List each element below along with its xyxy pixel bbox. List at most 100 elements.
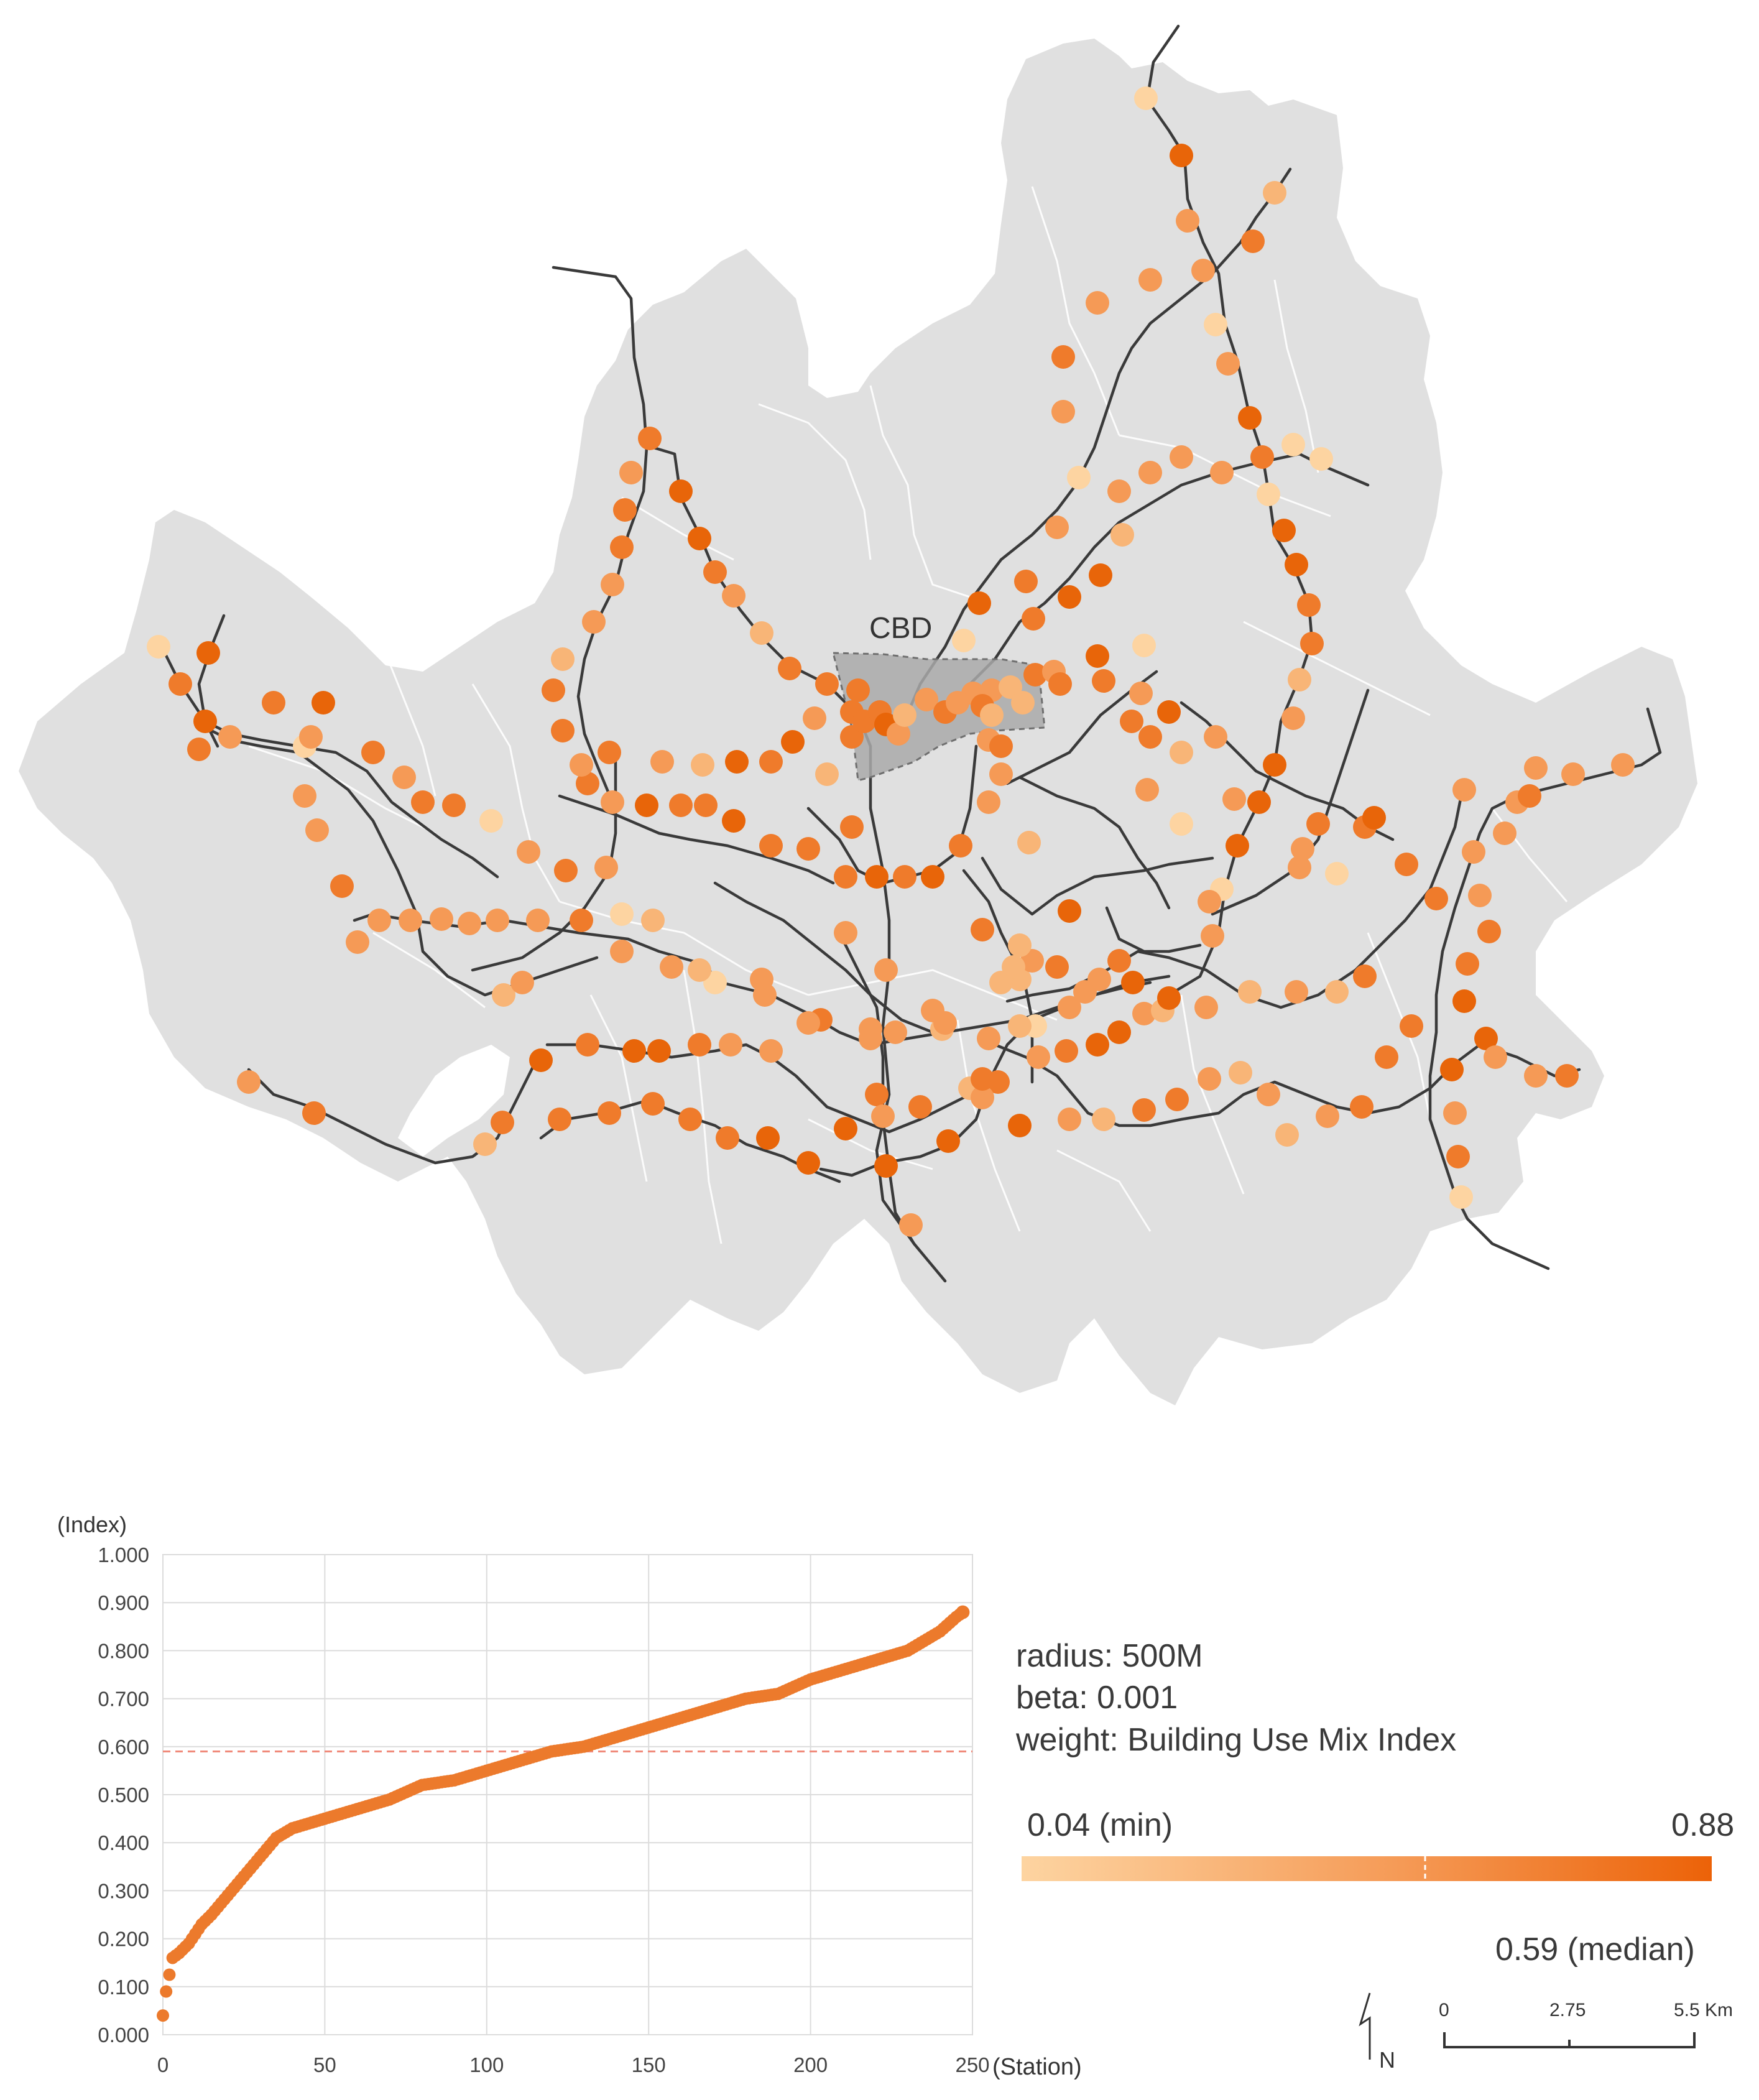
station-marker bbox=[688, 1033, 711, 1057]
north-arrow bbox=[1359, 1992, 1371, 2060]
station-marker bbox=[1484, 1045, 1507, 1069]
cbd-label: CBD bbox=[869, 612, 932, 645]
station-marker bbox=[865, 1083, 889, 1106]
station-marker bbox=[1073, 980, 1097, 1004]
station-marker bbox=[305, 818, 329, 842]
station-marker bbox=[1456, 952, 1479, 976]
station-marker bbox=[834, 921, 857, 945]
scale-bar bbox=[1443, 2032, 1696, 2048]
station-marker bbox=[1138, 461, 1162, 484]
scale-unit: Km bbox=[1705, 2000, 1733, 2020]
station-marker bbox=[193, 710, 217, 733]
station-marker bbox=[846, 678, 870, 702]
station-marker bbox=[977, 790, 1000, 814]
station-marker bbox=[551, 719, 575, 742]
station-marker bbox=[1257, 483, 1280, 506]
station-marker bbox=[1440, 1058, 1464, 1081]
station-marker bbox=[884, 1020, 907, 1044]
station-marker bbox=[691, 753, 714, 777]
station-marker bbox=[840, 815, 864, 839]
station-marker bbox=[1058, 996, 1081, 1019]
station-marker bbox=[949, 834, 972, 858]
station-marker bbox=[1263, 181, 1286, 205]
station-marker bbox=[1297, 593, 1321, 617]
scale-tick-max: 5.5 bbox=[1674, 2000, 1700, 2020]
chart-data-point bbox=[163, 1968, 176, 1981]
station-marker bbox=[570, 753, 593, 777]
station-marker bbox=[510, 971, 534, 994]
station-marker bbox=[915, 688, 938, 711]
station-marker bbox=[1375, 1045, 1398, 1069]
station-marker bbox=[529, 1048, 553, 1072]
chart-data-point bbox=[160, 1985, 173, 1998]
station-marker bbox=[1023, 663, 1047, 687]
station-marker bbox=[1058, 1108, 1081, 1131]
station-marker bbox=[1011, 691, 1035, 715]
station-marker bbox=[1241, 229, 1265, 253]
station-marker bbox=[756, 1126, 780, 1150]
scale-tick-mid: 2.75 bbox=[1549, 2000, 1586, 2020]
station-marker bbox=[871, 1104, 895, 1128]
station-marker bbox=[610, 902, 634, 926]
station-marker bbox=[759, 834, 783, 858]
station-marker bbox=[971, 918, 994, 941]
station-marker bbox=[759, 750, 783, 774]
station-marker bbox=[1229, 1061, 1252, 1085]
color-ramp-bar bbox=[1022, 1856, 1712, 1881]
station-marker bbox=[601, 790, 624, 814]
station-marker bbox=[688, 958, 711, 982]
station-marker bbox=[933, 1011, 957, 1035]
chart-x-tick-label: 150 bbox=[632, 2053, 666, 2076]
station-marker bbox=[1110, 523, 1134, 547]
station-marker bbox=[989, 734, 1013, 758]
station-marker bbox=[660, 955, 683, 979]
station-marker bbox=[1524, 1064, 1548, 1088]
station-marker bbox=[1238, 406, 1262, 430]
station-marker bbox=[1008, 1114, 1032, 1137]
station-marker bbox=[610, 940, 634, 963]
chart-y-tick-label: 0.700 bbox=[98, 1688, 149, 1711]
station-marker bbox=[430, 907, 453, 931]
station-marker bbox=[722, 584, 746, 608]
legend-min-label: 0.04 (min) bbox=[1027, 1807, 1173, 1843]
station-marker bbox=[542, 678, 565, 702]
station-marker bbox=[218, 725, 242, 749]
station-marker bbox=[361, 741, 385, 764]
station-marker bbox=[1191, 259, 1215, 282]
station-marker bbox=[1086, 1033, 1109, 1057]
chart-y-tick-label: 1.000 bbox=[98, 1543, 149, 1566]
chart-x-tick-label: 0 bbox=[157, 2053, 169, 2076]
station-marker bbox=[442, 793, 466, 817]
station-marker bbox=[330, 874, 354, 898]
station-marker bbox=[1201, 924, 1224, 948]
station-marker bbox=[1216, 352, 1240, 376]
station-marker bbox=[1247, 790, 1271, 814]
station-marker bbox=[492, 983, 515, 1007]
station-marker bbox=[815, 762, 839, 786]
station-marker bbox=[1058, 899, 1081, 923]
station-marker bbox=[1138, 268, 1162, 292]
chart-data-point bbox=[956, 1605, 970, 1619]
chart-y-tick-label: 0.100 bbox=[98, 1976, 149, 1999]
station-marker bbox=[936, 1129, 960, 1153]
station-marker bbox=[1446, 1145, 1470, 1168]
station-marker bbox=[1092, 669, 1115, 693]
station-marker bbox=[1008, 933, 1032, 957]
station-marker bbox=[576, 772, 599, 795]
station-marker bbox=[1165, 1088, 1189, 1111]
han-river-gap bbox=[398, 1045, 510, 1157]
station-marker bbox=[971, 1086, 994, 1109]
station-marker bbox=[1107, 479, 1131, 503]
station-marker bbox=[1135, 778, 1159, 802]
station-marker bbox=[1257, 1083, 1280, 1106]
station-marker bbox=[526, 909, 550, 932]
station-marker bbox=[1170, 445, 1193, 469]
chart-y-tick-label: 0.500 bbox=[98, 1783, 149, 1806]
station-marker bbox=[1204, 313, 1227, 336]
station-marker bbox=[1008, 1014, 1032, 1038]
station-marker bbox=[887, 722, 910, 746]
station-index-chart: 0.000 0.100 0.200 0.300 0.400 0.500 0.600 0.700… bbox=[57, 1512, 1082, 2080]
station-marker bbox=[1210, 461, 1234, 484]
chart-x-tick-label: 200 bbox=[793, 2053, 828, 2076]
